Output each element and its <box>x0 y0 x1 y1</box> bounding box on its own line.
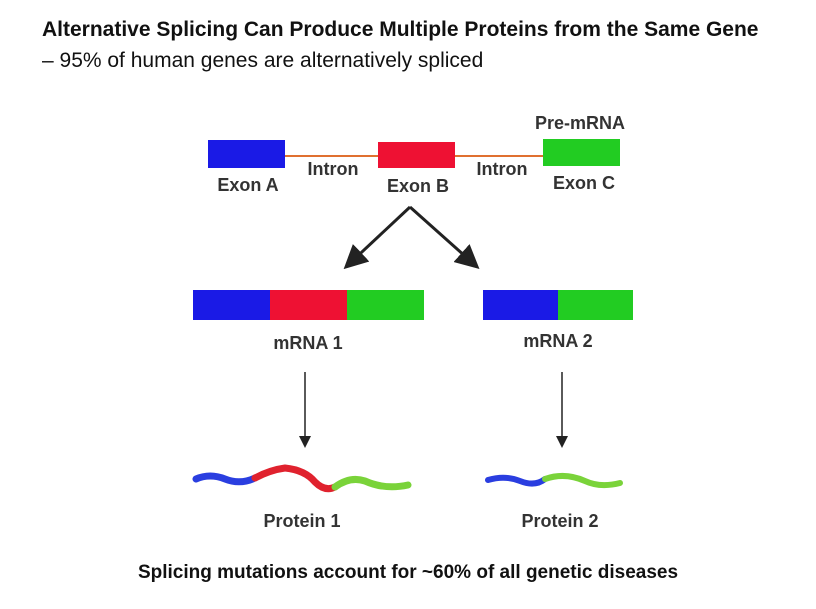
exon-b <box>378 142 455 168</box>
intron-label: Intron <box>477 159 528 179</box>
exon-a <box>483 290 558 320</box>
exon-b <box>270 290 347 320</box>
footer: Splicing mutations account for ~60% of a… <box>138 562 678 583</box>
protein-label: Protein 2 <box>521 511 598 531</box>
protein-2 <box>485 473 623 489</box>
arrow <box>343 205 412 270</box>
mrna-label: mRNA 1 <box>273 333 342 353</box>
exon-a <box>208 140 285 168</box>
exon-c <box>543 139 620 166</box>
exon-c <box>347 290 424 320</box>
exon-label: Exon A <box>217 175 278 195</box>
exon-c <box>558 290 633 320</box>
exon-a <box>193 290 270 320</box>
mrna-label: mRNA 2 <box>523 331 592 351</box>
intron-label: Intron <box>308 159 359 179</box>
exon-label: Exon C <box>553 173 615 193</box>
subtitle: – 95% of human genes are alternatively s… <box>42 49 484 72</box>
protein-label: Protein 1 <box>263 511 340 531</box>
protein-1 <box>192 464 412 493</box>
exon-label: Exon B <box>387 176 449 196</box>
arrow <box>409 205 480 269</box>
pre-mrna-label: Pre-mRNA <box>535 113 625 133</box>
header: Alternative Splicing Can Produce Multipl… <box>42 14 762 76</box>
title: Alternative Splicing Can Produce Multipl… <box>42 18 759 41</box>
